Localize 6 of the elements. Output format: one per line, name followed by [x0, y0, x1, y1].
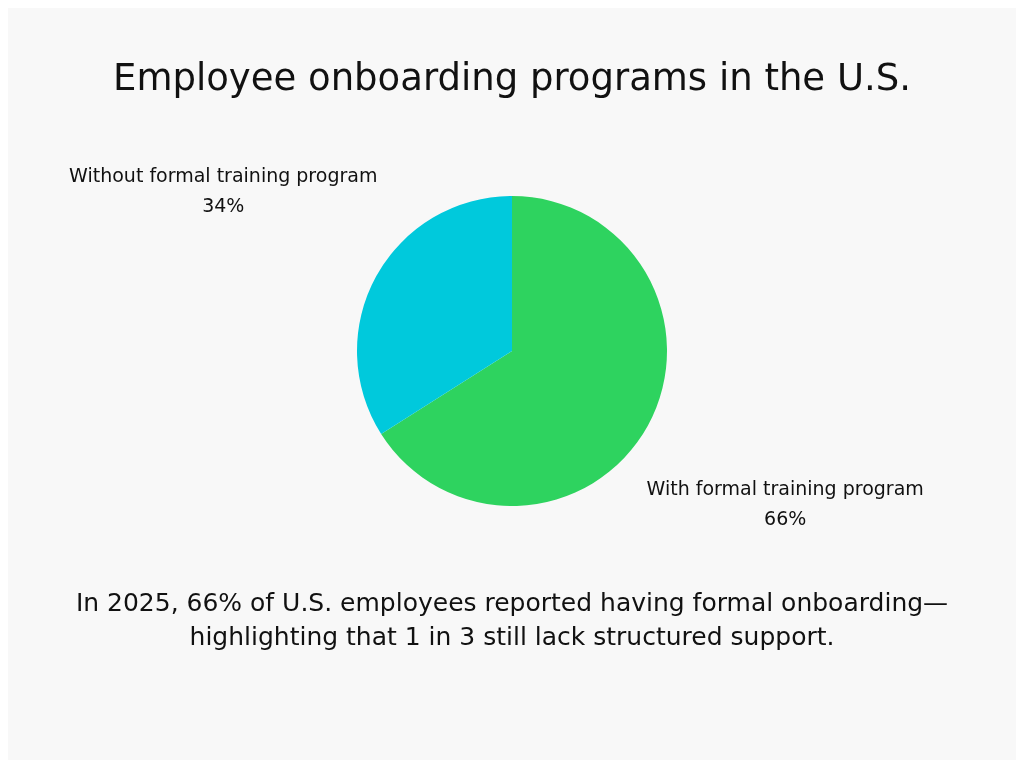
chart-title: Employee onboarding programs in the U.S. — [112, 55, 912, 101]
data-label: 34% — [202, 193, 245, 216]
slice-label: Without formal training program — [69, 163, 378, 186]
text: In 2025, 66% of U.S. employees reported having formal onboarding—highlighting that 1 in 3 still lack structured support. — [74, 587, 950, 653]
data-label: 66% — [764, 507, 807, 530]
slice-label: With formal training program — [646, 477, 924, 500]
